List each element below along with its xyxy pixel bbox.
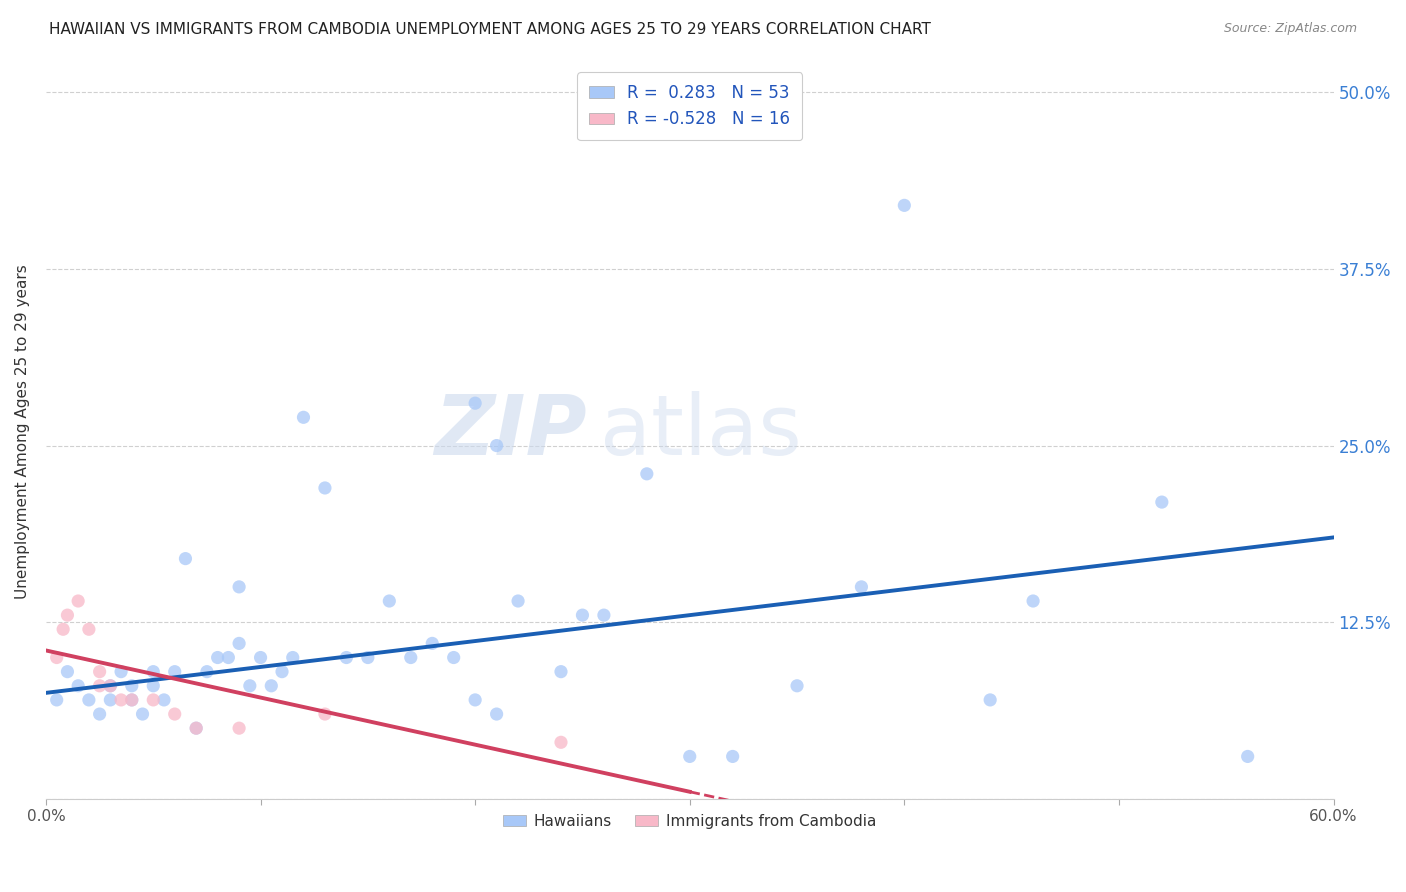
Point [893, 198, 915, 212]
Point [357, 650, 380, 665]
Point [260, 679, 283, 693]
Point [121, 693, 143, 707]
Point [249, 650, 271, 665]
Point [142, 693, 165, 707]
Point [420, 636, 443, 650]
Point [464, 693, 486, 707]
Point [56, 665, 79, 679]
Point [121, 693, 143, 707]
Point [217, 650, 239, 665]
Point [186, 721, 208, 735]
Point [121, 679, 143, 693]
Point [979, 693, 1001, 707]
Point [142, 679, 165, 693]
Point [314, 707, 336, 722]
Point [89, 707, 111, 722]
Point [506, 594, 529, 608]
Point [142, 665, 165, 679]
Point [851, 580, 873, 594]
Y-axis label: Unemployment Among Ages 25 to 29 years: Unemployment Among Ages 25 to 29 years [15, 264, 30, 599]
Point [186, 721, 208, 735]
Point [485, 707, 508, 722]
Point [1150, 495, 1173, 509]
Point [89, 665, 111, 679]
Point [163, 707, 186, 722]
Legend: Hawaiians, Immigrants from Cambodia: Hawaiians, Immigrants from Cambodia [498, 808, 882, 835]
Point [443, 650, 465, 665]
Point [77, 693, 100, 707]
Point [228, 721, 250, 735]
Point [228, 580, 250, 594]
Point [786, 679, 808, 693]
Point [131, 707, 153, 722]
Point [378, 594, 401, 608]
Point [67, 679, 90, 693]
Point [335, 650, 357, 665]
Point [45, 693, 67, 707]
Point [89, 679, 111, 693]
Point [110, 665, 132, 679]
Point [195, 665, 218, 679]
Point [163, 665, 186, 679]
Text: atlas: atlas [599, 391, 801, 472]
Point [485, 439, 508, 453]
Point [110, 693, 132, 707]
Text: HAWAIIAN VS IMMIGRANTS FROM CAMBODIA UNEMPLOYMENT AMONG AGES 25 TO 29 YEARS CORR: HAWAIIAN VS IMMIGRANTS FROM CAMBODIA UNE… [49, 22, 931, 37]
Point [56, 608, 79, 623]
Point [1022, 594, 1045, 608]
Point [67, 594, 90, 608]
Point [52, 622, 75, 636]
Point [550, 665, 572, 679]
Point [281, 650, 304, 665]
Point [239, 679, 262, 693]
Point [207, 650, 229, 665]
Point [45, 650, 67, 665]
Point [153, 693, 176, 707]
Point [98, 679, 121, 693]
Point [550, 735, 572, 749]
Point [228, 636, 250, 650]
Point [571, 608, 593, 623]
Point [399, 650, 422, 665]
Point [593, 608, 616, 623]
Point [636, 467, 658, 481]
Point [77, 622, 100, 636]
Point [98, 679, 121, 693]
Point [314, 481, 336, 495]
Point [721, 749, 744, 764]
Point [292, 410, 315, 425]
Point [1236, 749, 1258, 764]
Point [271, 665, 294, 679]
Point [98, 693, 121, 707]
Point [679, 749, 702, 764]
Point [174, 551, 197, 566]
Point [464, 396, 486, 410]
Text: ZIP: ZIP [434, 391, 586, 472]
Text: Source: ZipAtlas.com: Source: ZipAtlas.com [1223, 22, 1357, 36]
